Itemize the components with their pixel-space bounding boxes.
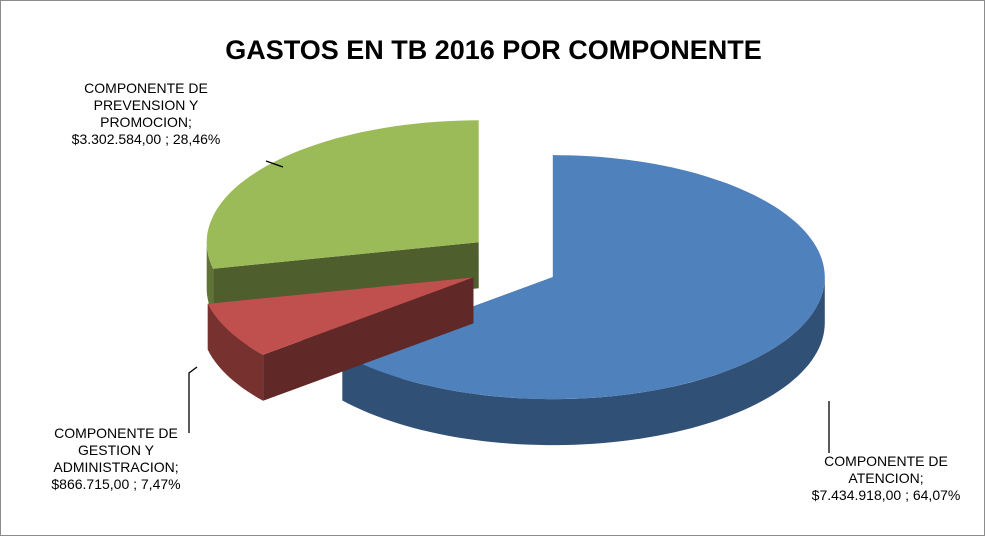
slice-side [207,303,264,401]
slice-side [342,277,825,446]
leader-line [265,160,284,168]
pie [206,120,825,446]
slice-side [213,242,479,315]
slice-side [206,242,214,315]
leader-line [188,366,198,433]
slice [207,277,474,355]
data-label: COMPONENTE DE ATENCION; $7.434.918,00 ; … [811,453,961,503]
data-label: COMPONENTE DE PREVENSION Y PROMOCION; $3… [71,80,221,147]
slice [206,120,479,269]
data-label: COMPONENTE DE GESTION Y ADMINISTRACION; … [51,425,181,492]
chart-title: GASTOS EN TB 2016 POR COMPONENTE [225,35,762,65]
slice [342,155,825,400]
